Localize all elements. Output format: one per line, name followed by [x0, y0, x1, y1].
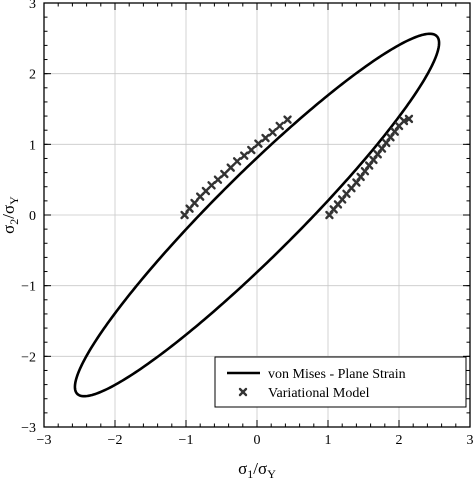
variational-marker-layer [180, 114, 414, 220]
axis-ticks [43, 2, 471, 428]
variational-point [240, 151, 249, 160]
legend-label-von-mises: von Mises - Plane Strain [268, 367, 406, 382]
variational-point [261, 133, 270, 143]
variational-point [226, 163, 235, 172]
variational-point [213, 175, 223, 184]
legend-x-marker-swatch [238, 387, 248, 397]
y-tick-label: −3 [21, 421, 36, 436]
variational-point [190, 198, 199, 208]
variational-point [254, 139, 263, 148]
legend-label-variational-model: Variational Model [268, 386, 370, 401]
x-tick-label: −3 [37, 433, 52, 448]
variational-point [404, 114, 414, 124]
x-axis-label: σ1/σY [238, 459, 276, 481]
variational-point [283, 115, 292, 124]
x-tick-label: 2 [396, 433, 403, 448]
y-tick-label: 2 [29, 68, 36, 83]
y-tick-label: 3 [29, 0, 36, 12]
y-tick-label: 1 [29, 138, 36, 153]
variational-point [247, 145, 256, 155]
variational-point [275, 121, 284, 131]
y-tick-label: 0 [29, 209, 36, 224]
x-tick-label: 0 [254, 433, 261, 448]
y-tick-label: −2 [21, 350, 36, 365]
von-mises-curve-layer [73, 32, 441, 398]
x-tick-label: −1 [179, 433, 194, 448]
legend-x-marker [238, 387, 248, 397]
tick-labels: −3 −2 −1 0 1 2 3 −3 −2 −1 0 1 2 3 [21, 0, 473, 448]
variational-point [180, 210, 189, 220]
legend: von Mises - Plane Strain Variational Mod… [214, 356, 467, 408]
x-tick-label: −2 [108, 433, 123, 448]
variational-point [232, 157, 242, 166]
x-tick-label: 3 [467, 433, 474, 448]
y-axis-label: σ2/σY [0, 196, 21, 234]
y-tick-label: −1 [21, 280, 36, 295]
x-tick-label: 1 [325, 433, 332, 448]
variational-point [207, 181, 216, 190]
variational-point [268, 128, 277, 137]
von-mises-ellipse [73, 32, 441, 398]
variational-point [220, 169, 229, 179]
legend-box [214, 356, 467, 408]
